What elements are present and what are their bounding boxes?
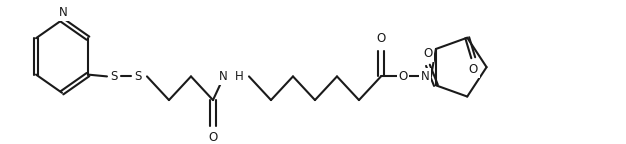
Text: O: O — [423, 47, 433, 60]
Text: S: S — [135, 70, 141, 83]
Text: N: N — [421, 70, 429, 83]
Text: O: O — [398, 70, 408, 83]
Text: H: H — [235, 70, 244, 83]
Text: N: N — [219, 70, 228, 83]
Text: O: O — [469, 63, 478, 76]
Text: S: S — [110, 70, 118, 83]
Text: N: N — [59, 6, 68, 19]
Text: O: O — [208, 131, 218, 144]
Text: O: O — [376, 33, 386, 46]
